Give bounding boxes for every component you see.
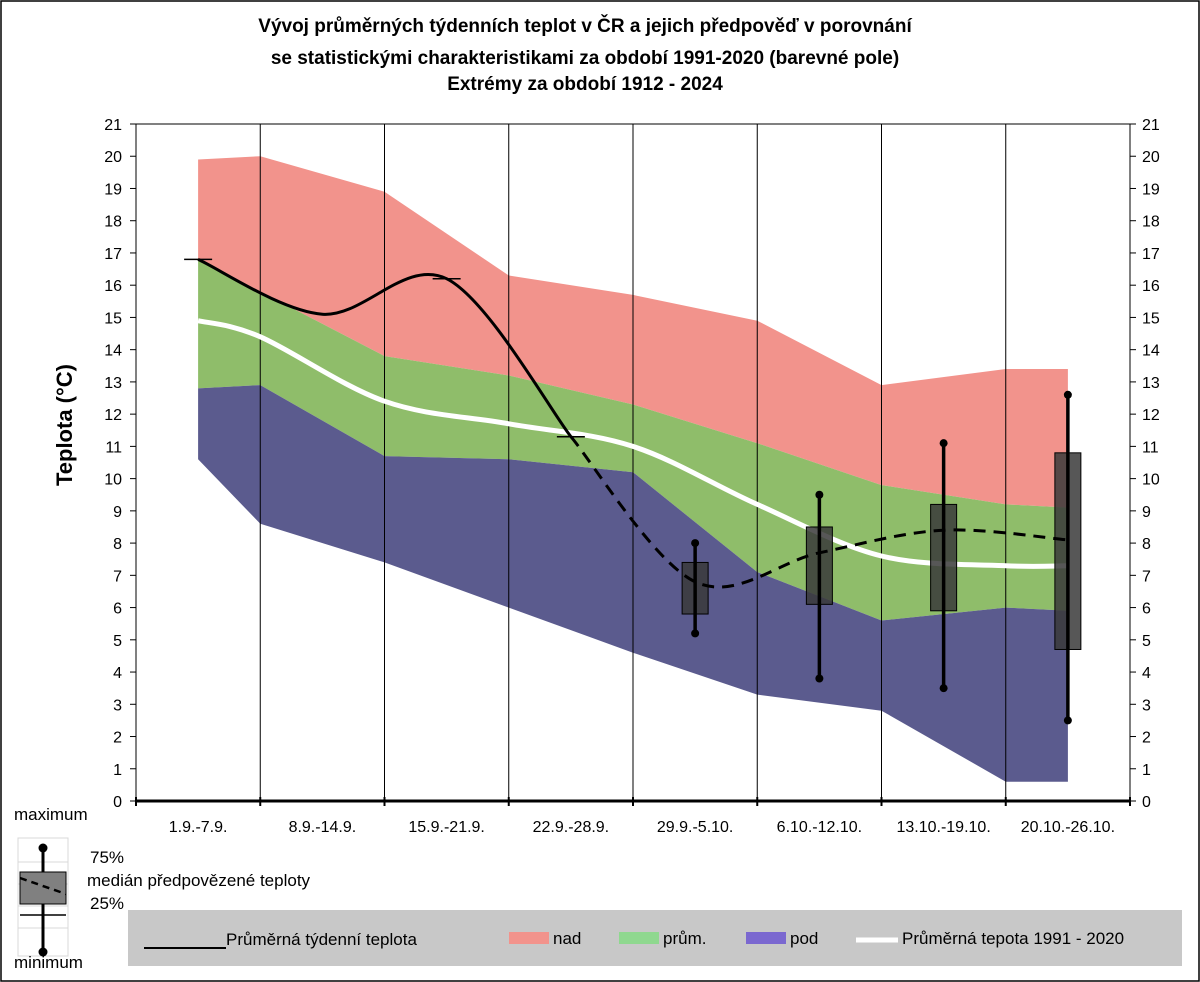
plot-area [135,123,1131,802]
x-tick-label: 6.10.-12.10. [777,819,862,836]
observed-weekly-line [197,258,573,438]
box-key-minimum-label: minimum [14,953,83,972]
forecast-max-dot-4 [1063,390,1072,399]
y-tick-label-right: 2 [1142,730,1151,747]
box-key: maximum 75% medián předpovězené teploty … [14,805,311,972]
legend-prum-label: prům. [663,929,706,948]
y-tick-label-left: 4 [113,665,122,682]
forecast-min-dot-4 [1063,716,1072,725]
legend-pod-swatch [746,932,786,944]
legend-mean-label: Průměrná tepota 1991 - 2020 [902,929,1124,948]
y-tick-label-left: 11 [105,439,122,456]
box-key-p25-label: 25% [90,894,124,913]
y-tick-label-right: 17 [1142,246,1160,263]
y-tick-label-left: 13 [104,375,122,392]
y-tick-label-left: 17 [104,246,122,263]
y-tick-label-right: 0 [1142,794,1151,811]
y-tick-label-right: 9 [1142,504,1151,521]
y-tick-label-left: 3 [113,697,122,714]
y-tick-label-left: 18 [104,214,122,231]
forecast-min-dot-1 [691,629,700,638]
x-tick-label: 22.9.-28.9. [533,819,610,836]
forecast-max-dot-1 [691,539,700,548]
y-tick-label-left: 9 [113,504,122,521]
y-tick-label-left: 16 [104,278,122,295]
y-tick-label-right: 4 [1142,665,1151,682]
x-tick-label: 1.9.-7.9. [169,819,228,836]
forecast-min-dot-2 [815,674,824,683]
legend-pod-label: pod [790,929,818,948]
forecast-min-dot-3 [939,684,948,693]
legend-observed-label: Průměrná týdenní teplota [226,930,417,949]
y-tick-label-left: 2 [113,730,122,747]
x-tick-label: 29.9.-5.10. [657,819,734,836]
y-tick-label-left: 19 [104,181,122,198]
x-tick-label: 13.10.-19.10. [896,819,990,836]
legend-nad-label: nad [553,929,581,948]
box-key-max-dot [38,843,48,853]
y-tick-label-right: 7 [1142,568,1151,585]
y-tick-label-right: 11 [1142,439,1159,456]
y-tick-label-right: 16 [1142,278,1160,295]
chart-title-line-3: Extrémy za období 1912 - 2024 [447,74,723,95]
y-tick-label-right: 21 [1142,117,1160,134]
box-key-median-label: medián předpovězené teploty [87,871,311,890]
forecast-max-dot-3 [939,439,948,448]
y-tick-label-right: 19 [1142,181,1160,198]
y-tick-label-left: 10 [104,472,122,489]
forecast-median-line [569,435,1069,589]
y-tick-label-left: 7 [113,568,122,585]
y-tick-label-right: 20 [1142,149,1160,166]
y-tick-label-right: 1 [1142,762,1151,779]
legend-nad-swatch [509,932,549,944]
chart-title-line-2: se statistickými charakteristikami za ob… [271,48,899,69]
x-tick-label: 15.9.-21.9. [408,819,485,836]
x-tick-label: 20.10.-26.10. [1021,819,1115,836]
y-tick-label-right: 13 [1142,375,1160,392]
y-tick-label-right: 5 [1142,633,1151,650]
box-key-maximum-label: maximum [14,805,88,824]
y-tick-label-right: 8 [1142,536,1151,553]
y-tick-label-left: 14 [104,343,122,360]
forecast-max-dot-2 [815,490,824,499]
y-tick-label-right: 6 [1142,601,1151,618]
y-tick-label-left: 20 [104,149,122,166]
y-tick-label-left: 5 [113,633,122,650]
y-tick-label-left: 15 [104,310,122,327]
box-key-median-line [19,876,67,896]
y-axis-label: Teplota (°C) [52,364,77,486]
y-tick-label-right: 15 [1142,310,1160,327]
y-tick-label-left: 0 [113,794,122,811]
y-tick-label-right: 18 [1142,214,1160,231]
y-tick-label-right: 10 [1142,472,1160,489]
y-tick-label-left: 6 [113,601,122,618]
chart-title-line-1: Vývoj průměrných týdenních teplot v ČR a… [258,15,912,37]
y-tick-label-right: 14 [1142,343,1160,360]
x-tick-label: 8.9.-14.9. [289,819,357,836]
box-key-p75-label: 75% [90,848,124,867]
box-key-min-dot [38,947,48,957]
y-tick-label-right: 3 [1142,697,1151,714]
box-key-box [19,871,67,905]
y-tick-label-left: 12 [104,407,122,424]
y-tick-label-left: 1 [113,762,122,779]
legend-prum-swatch [619,932,659,944]
y-tick-label-left: 8 [113,536,122,553]
y-tick-label-left: 21 [104,117,122,134]
y-tick-label-right: 12 [1142,407,1160,424]
